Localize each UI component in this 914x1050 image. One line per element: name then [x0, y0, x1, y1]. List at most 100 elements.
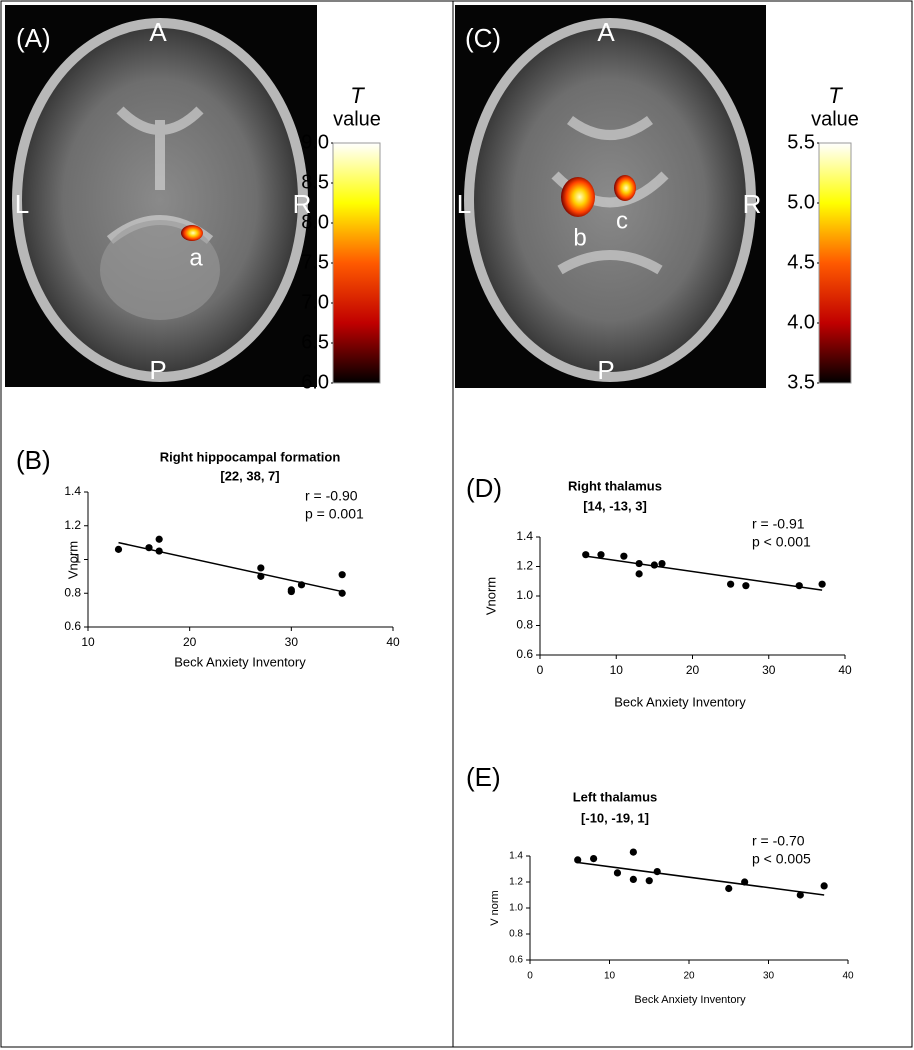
- y-axis-label: V norm: [489, 890, 501, 925]
- colorbar-tick-label: 4.0: [787, 311, 815, 333]
- colorbar-tick-label: 5.5: [787, 131, 815, 153]
- y-tick-label: 0.8: [516, 618, 533, 632]
- annotation: r = -0.70: [752, 833, 805, 849]
- data-point: [818, 580, 826, 588]
- colorbar-tick-label: 7.5: [301, 251, 329, 273]
- panel-label: (C): [465, 23, 501, 53]
- x-tick-label: 10: [604, 971, 616, 982]
- data-point: [796, 891, 804, 899]
- x-tick-label: 0: [537, 663, 544, 677]
- colorbar-title: T: [828, 83, 843, 108]
- x-tick-label: 40: [842, 971, 854, 982]
- y-tick-label: 1.0: [509, 903, 523, 914]
- annotation: p < 0.005: [752, 851, 811, 867]
- y-tick-label: 1.4: [516, 529, 533, 543]
- orientation-label: L: [15, 189, 29, 219]
- data-point: [653, 868, 661, 876]
- colorbar: [332, 142, 381, 384]
- brain-image: [5, 5, 317, 387]
- data-point: [590, 855, 598, 863]
- chart-title: Right hippocampal formation: [160, 449, 341, 464]
- data-point: [820, 882, 828, 890]
- x-tick-label: 10: [81, 635, 95, 649]
- colorbar-tick-label: 9.0: [301, 131, 329, 153]
- data-point: [287, 587, 295, 596]
- data-point: [257, 564, 265, 572]
- colorbar-tick-label: 4.5: [787, 251, 815, 273]
- y-tick-label: 1.2: [64, 518, 81, 532]
- data-point: [574, 856, 582, 864]
- data-point: [582, 551, 590, 559]
- annotation: r = -0.90: [305, 488, 358, 504]
- y-tick-label: 0.8: [509, 929, 523, 940]
- data-point: [725, 884, 733, 893]
- panel-frame: [452, 0, 913, 1048]
- data-point: [257, 572, 265, 580]
- chart-subtitle: [22, 38, 7]: [220, 468, 279, 483]
- x-axis-label: Beck Anxiety Inventory: [614, 694, 746, 709]
- y-axis-label: Vnorm: [65, 541, 80, 579]
- trendline: [585, 555, 823, 591]
- y-tick-label: 1.0: [516, 588, 533, 602]
- data-point: [795, 582, 803, 590]
- data-point: [741, 878, 749, 886]
- panel-label: (A): [16, 23, 51, 53]
- data-point: [620, 552, 628, 560]
- colorbar-tick-label: 6.0: [301, 371, 329, 393]
- y-tick-label: 0.8: [64, 585, 81, 599]
- data-point: [114, 545, 123, 553]
- x-tick-label: 30: [763, 971, 775, 982]
- colorbar-tick-label: 7.0: [301, 291, 329, 313]
- orientation-label: L: [457, 189, 471, 219]
- data-point: [338, 571, 346, 579]
- annotation: r = -0.91: [752, 516, 805, 532]
- y-tick-label: 0.6: [64, 619, 81, 633]
- cluster-label: b: [573, 224, 586, 251]
- x-tick-label: 40: [386, 635, 400, 649]
- panel-label: (B): [16, 445, 51, 475]
- x-tick-label: 40: [838, 663, 852, 677]
- orientation-label: R: [293, 189, 312, 219]
- colorbar-tick-label: 8.0: [301, 211, 329, 233]
- data-point: [629, 848, 637, 856]
- data-point: [145, 544, 153, 552]
- colorbar-tick-label: 8.5: [301, 171, 329, 193]
- data-point: [629, 875, 637, 884]
- trendline: [118, 541, 343, 593]
- cluster-label: a: [189, 244, 203, 271]
- orientation-label: R: [743, 189, 762, 219]
- y-tick-label: 0.6: [516, 647, 533, 661]
- cluster-label: c: [616, 207, 628, 234]
- data-point: [613, 869, 622, 877]
- colorbar: [818, 142, 852, 384]
- data-point: [742, 582, 750, 590]
- x-tick-label: 30: [762, 663, 776, 677]
- x-axis-label: Beck Anxiety Inventory: [634, 994, 746, 1006]
- x-tick-label: 20: [183, 635, 197, 649]
- chart-subtitle: [14, -13, 3]: [583, 498, 647, 513]
- colorbar-tick-label: 6.5: [301, 331, 329, 353]
- x-axis-label: Beck Anxiety Inventory: [174, 654, 306, 669]
- x-tick-label: 20: [686, 663, 700, 677]
- data-point: [597, 551, 605, 559]
- colorbar-title: T: [350, 83, 365, 108]
- y-tick-label: 1.2: [509, 877, 523, 888]
- x-tick-label: 10: [610, 663, 624, 677]
- data-point: [727, 580, 735, 588]
- colorbar-tick-label: 3.5: [787, 371, 815, 393]
- orientation-label: P: [597, 355, 614, 385]
- annotation: p = 0.001: [305, 506, 364, 522]
- data-point: [338, 589, 346, 597]
- orientation-label: A: [149, 17, 167, 47]
- annotation: p < 0.001: [752, 534, 811, 550]
- data-point: [155, 535, 163, 543]
- y-tick-label: 0.6: [509, 955, 523, 966]
- data-point: [645, 877, 653, 885]
- chart-title: Right thalamus: [568, 478, 662, 493]
- y-axis-label: Vnorm: [483, 577, 498, 615]
- orientation-label: A: [597, 17, 615, 47]
- data-point: [297, 581, 306, 589]
- orientation-label: P: [149, 355, 166, 385]
- chart-subtitle: [-10, -19, 1]: [581, 810, 649, 825]
